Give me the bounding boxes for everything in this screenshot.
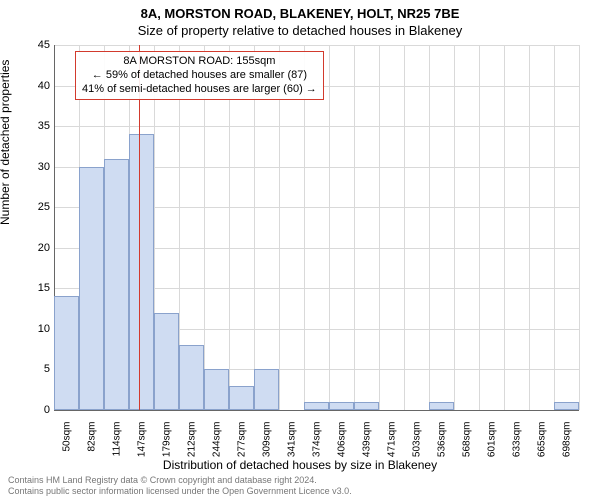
histogram-bar xyxy=(429,402,454,410)
y-tick-label: 20 xyxy=(10,242,50,254)
annotation-line1: 8A MORSTON ROAD: 155sqm xyxy=(82,55,317,69)
y-tick-label: 0 xyxy=(10,404,50,416)
histogram-bar xyxy=(129,134,154,410)
y-tick-label: 5 xyxy=(10,363,50,375)
x-axis-line xyxy=(54,410,579,411)
gridline-v xyxy=(329,45,330,410)
y-tick-label: 25 xyxy=(10,201,50,213)
y-tick-label: 45 xyxy=(10,39,50,51)
histogram-bar xyxy=(354,402,379,410)
gridline-v xyxy=(429,45,430,410)
chart-title-address: 8A, MORSTON ROAD, BLAKENEY, HOLT, NR25 7… xyxy=(0,6,600,21)
gridline-v xyxy=(404,45,405,410)
chart-subtitle: Size of property relative to detached ho… xyxy=(0,23,600,38)
annotation-line2: ← 59% of detached houses are smaller (87… xyxy=(82,69,317,83)
gridline-v xyxy=(354,45,355,410)
gridline-v xyxy=(579,45,580,410)
footer-line2: Contains public sector information licen… xyxy=(8,486,352,496)
y-tick-label: 15 xyxy=(10,282,50,294)
histogram-bar xyxy=(554,402,579,410)
gridline-v xyxy=(529,45,530,410)
histogram-bar xyxy=(54,296,79,410)
y-tick-label: 40 xyxy=(10,80,50,92)
histogram-bar xyxy=(154,313,179,410)
gridline-v xyxy=(379,45,380,410)
y-tick-label: 30 xyxy=(10,161,50,173)
footer-attribution: Contains HM Land Registry data © Crown c… xyxy=(8,475,352,496)
histogram-bar xyxy=(329,402,354,410)
y-tick-label: 35 xyxy=(10,120,50,132)
gridline-v xyxy=(454,45,455,410)
gridline-v xyxy=(554,45,555,410)
histogram-bar xyxy=(229,386,254,410)
annotation-box: 8A MORSTON ROAD: 155sqm ← 59% of detache… xyxy=(75,51,324,100)
gridline-v xyxy=(504,45,505,410)
gridline-h xyxy=(54,126,579,127)
histogram-bar xyxy=(79,167,104,410)
gridline-v xyxy=(479,45,480,410)
annotation-line3: 41% of semi-detached houses are larger (… xyxy=(82,83,317,97)
histogram-bar xyxy=(304,402,329,410)
histogram-bar xyxy=(179,345,204,410)
histogram-bar xyxy=(254,369,279,410)
gridline-h xyxy=(54,45,579,46)
chart-container: 8A, MORSTON ROAD, BLAKENEY, HOLT, NR25 7… xyxy=(0,0,600,500)
footer-line1: Contains HM Land Registry data © Crown c… xyxy=(8,475,352,485)
y-tick-label: 10 xyxy=(10,323,50,335)
histogram-bar xyxy=(104,159,129,410)
x-axis-title: Distribution of detached houses by size … xyxy=(0,458,600,472)
histogram-bar xyxy=(204,369,229,410)
